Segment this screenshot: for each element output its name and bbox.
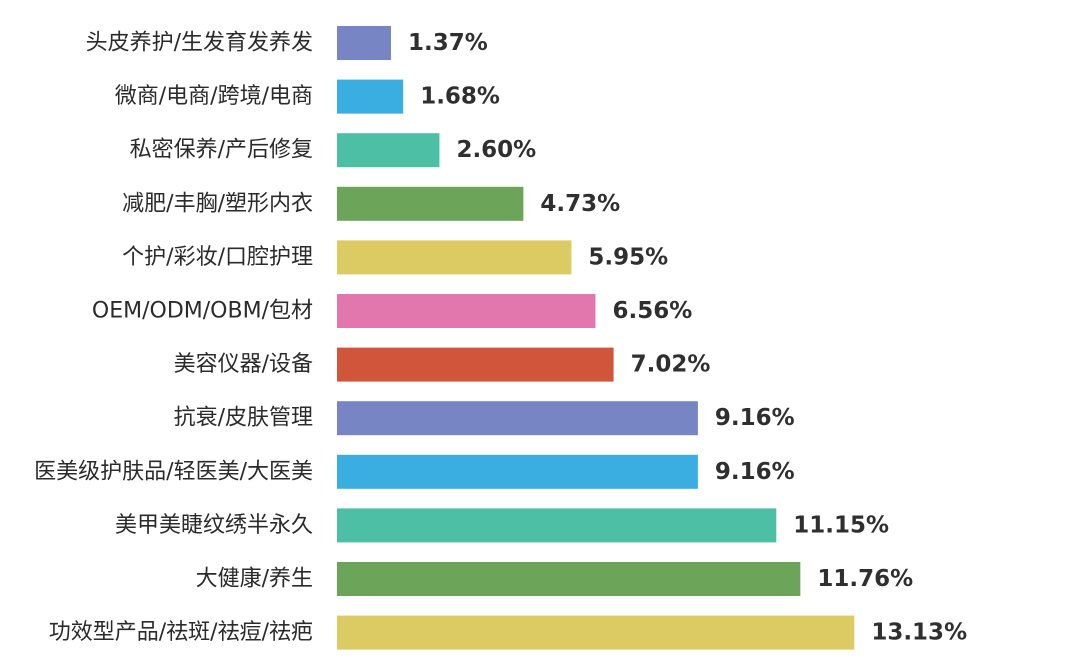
value-label-0: 1.37% bbox=[408, 30, 488, 56]
bar-8 bbox=[337, 454, 698, 489]
category-label-2: 私密保养/产后修复 bbox=[130, 138, 313, 163]
category-label-8: 医美级护肤品/轻医美/大医美 bbox=[34, 459, 313, 484]
value-label-10: 11.76% bbox=[817, 566, 913, 592]
value-label-9: 11.15% bbox=[793, 512, 889, 538]
category-label-4: 个护/彩妆/口腔护理 bbox=[122, 245, 313, 270]
bar-6 bbox=[337, 347, 614, 382]
category-label-7: 抗衰/皮肤管理 bbox=[174, 406, 313, 431]
category-label-10: 大健康/养生 bbox=[196, 567, 313, 592]
bar-9 bbox=[337, 508, 777, 543]
category-label-9: 美甲美睫纹绣半永久 bbox=[115, 513, 313, 538]
bar-11 bbox=[337, 615, 855, 650]
bar-2 bbox=[337, 133, 440, 168]
category-label-6: 美容仪器/设备 bbox=[174, 352, 313, 377]
value-label-3: 4.73% bbox=[540, 191, 620, 217]
value-labels-group: 1.37% 1.68% 2.60% 4.73% 5.95% 6.56% 7.02% 9.16%… bbox=[408, 30, 967, 646]
value-label-11: 13.13% bbox=[871, 620, 967, 646]
bar-5 bbox=[337, 294, 596, 328]
value-label-6: 7.02% bbox=[631, 352, 711, 378]
bar-7 bbox=[337, 401, 698, 436]
category-label-1: 微商/电商/跨境/电商 bbox=[115, 84, 313, 109]
bar-10 bbox=[337, 562, 801, 596]
bar-1 bbox=[337, 79, 404, 114]
value-label-8: 9.16% bbox=[715, 459, 795, 485]
bar-3 bbox=[337, 186, 524, 221]
category-label-3: 减肥/丰胸/塑形内衣 bbox=[122, 191, 313, 216]
value-label-4: 5.95% bbox=[588, 244, 668, 270]
category-label-5: OEM/ODM/OBM/包材 bbox=[92, 299, 313, 324]
value-label-2: 2.60% bbox=[456, 137, 536, 163]
bar-0 bbox=[337, 26, 391, 60]
bars-group bbox=[337, 26, 855, 650]
value-label-7: 9.16% bbox=[715, 405, 795, 431]
category-labels-group: 头皮养护/生发育发养发微商/电商/跨境/电商私密保养/产后修复减肥/丰胸/塑形内… bbox=[34, 31, 313, 646]
value-label-1: 1.68% bbox=[420, 84, 500, 110]
category-label-0: 头皮养护/生发育发养发 bbox=[86, 31, 313, 56]
category-label-11: 功效型产品/祛斑/祛痘/祛疤 bbox=[49, 620, 313, 645]
value-label-5: 6.56% bbox=[612, 298, 692, 324]
bar-4 bbox=[337, 240, 572, 275]
